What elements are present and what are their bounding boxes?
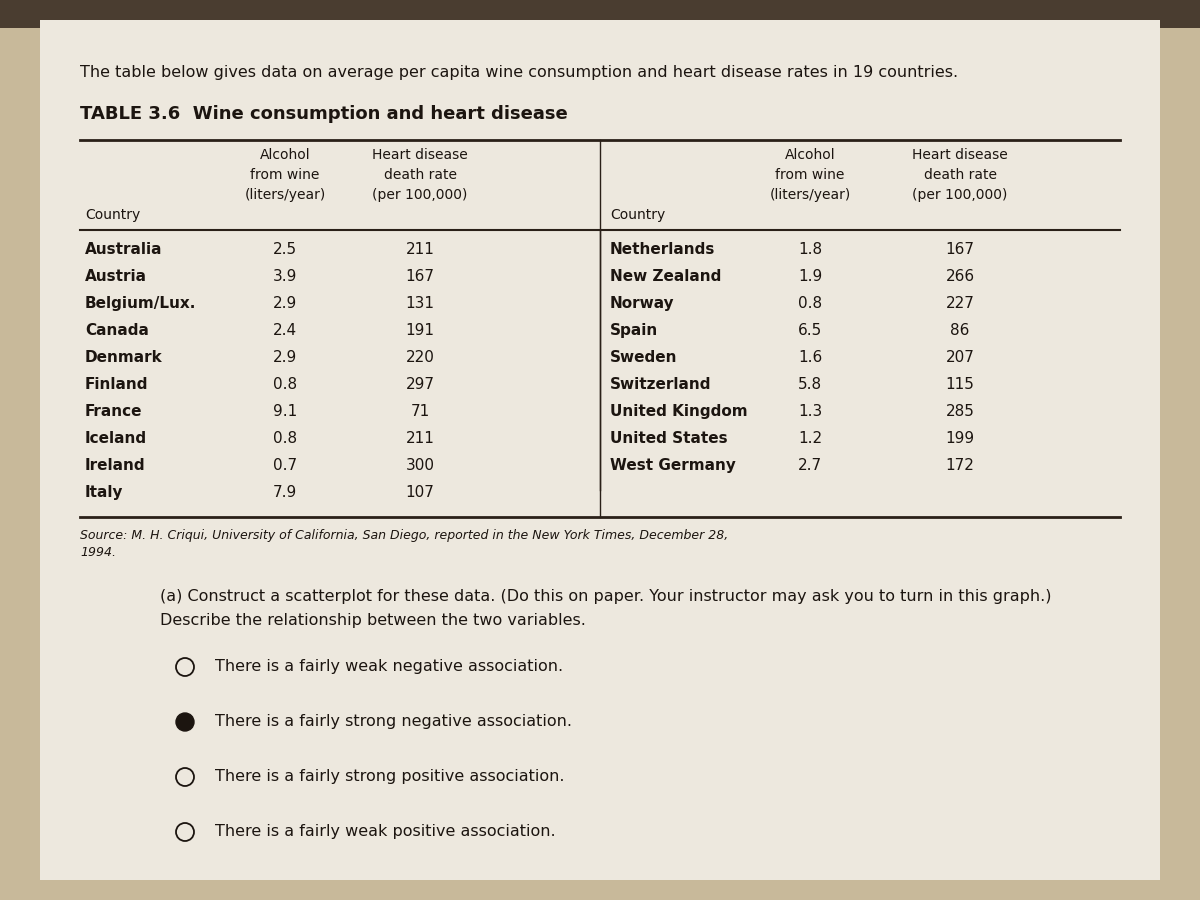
Text: 107: 107 [406, 485, 434, 500]
Text: TABLE 3.6  Wine consumption and heart disease: TABLE 3.6 Wine consumption and heart dis… [80, 105, 568, 123]
Text: Finland: Finland [85, 377, 149, 392]
Text: (liters/year): (liters/year) [245, 188, 325, 202]
Text: 2.4: 2.4 [272, 323, 298, 338]
Text: 300: 300 [406, 458, 434, 473]
Text: 0.7: 0.7 [272, 458, 298, 473]
Text: 6.5: 6.5 [798, 323, 822, 338]
Text: There is a fairly weak positive association.: There is a fairly weak positive associat… [215, 824, 556, 839]
Text: Denmark: Denmark [85, 350, 163, 365]
Text: Switzerland: Switzerland [610, 377, 712, 392]
Text: Australia: Australia [85, 242, 162, 257]
Text: France: France [85, 404, 143, 419]
Text: 167: 167 [946, 242, 974, 257]
Text: 0.8: 0.8 [272, 377, 298, 392]
Text: 211: 211 [406, 431, 434, 446]
Text: 71: 71 [410, 404, 430, 419]
Text: 115: 115 [946, 377, 974, 392]
Text: 285: 285 [946, 404, 974, 419]
Text: 167: 167 [406, 269, 434, 284]
Text: Alcohol: Alcohol [259, 148, 311, 162]
Text: 0.8: 0.8 [272, 431, 298, 446]
Text: Sweden: Sweden [610, 350, 678, 365]
Text: from wine: from wine [251, 168, 319, 182]
Text: 1.2: 1.2 [798, 431, 822, 446]
Text: 207: 207 [946, 350, 974, 365]
Text: Austria: Austria [85, 269, 148, 284]
Text: 5.8: 5.8 [798, 377, 822, 392]
Text: 1.8: 1.8 [798, 242, 822, 257]
Text: The table below gives data on average per capita wine consumption and heart dise: The table below gives data on average pe… [80, 65, 958, 80]
Text: West Germany: West Germany [610, 458, 736, 473]
Text: 220: 220 [406, 350, 434, 365]
Circle shape [176, 713, 194, 731]
Text: Alcohol: Alcohol [785, 148, 835, 162]
Text: Spain: Spain [610, 323, 659, 338]
Text: Heart disease: Heart disease [372, 148, 468, 162]
Text: New Zealand: New Zealand [610, 269, 721, 284]
Text: There is a fairly strong positive association.: There is a fairly strong positive associ… [215, 769, 564, 784]
Text: death rate: death rate [384, 168, 456, 182]
Text: 1.6: 1.6 [798, 350, 822, 365]
Text: Italy: Italy [85, 485, 124, 500]
Text: 172: 172 [946, 458, 974, 473]
Text: There is a fairly strong negative association.: There is a fairly strong negative associ… [215, 714, 572, 729]
Text: 2.7: 2.7 [798, 458, 822, 473]
Text: 131: 131 [406, 296, 434, 311]
Text: 1.3: 1.3 [798, 404, 822, 419]
Text: Describe the relationship between the two variables.: Describe the relationship between the tw… [160, 613, 586, 628]
Text: 211: 211 [406, 242, 434, 257]
Text: (liters/year): (liters/year) [769, 188, 851, 202]
Text: from wine: from wine [775, 168, 845, 182]
Text: 2.9: 2.9 [272, 350, 298, 365]
Text: There is a fairly weak negative association.: There is a fairly weak negative associat… [215, 659, 563, 674]
Text: (per 100,000): (per 100,000) [372, 188, 468, 202]
Text: 0.8: 0.8 [798, 296, 822, 311]
Text: 9.1: 9.1 [272, 404, 298, 419]
Text: Canada: Canada [85, 323, 149, 338]
Text: 297: 297 [406, 377, 434, 392]
Text: 2.9: 2.9 [272, 296, 298, 311]
Text: 3.9: 3.9 [272, 269, 298, 284]
Text: Country: Country [610, 208, 665, 222]
Bar [0, 0, 1200, 28]
Text: Source: M. H. Criqui, University of California, San Diego, reported in the New Y: Source: M. H. Criqui, University of Cali… [80, 529, 728, 542]
Text: 191: 191 [406, 323, 434, 338]
Text: 1.9: 1.9 [798, 269, 822, 284]
Text: Iceland: Iceland [85, 431, 148, 446]
Text: Norway: Norway [610, 296, 674, 311]
Text: Belgium/Lux.: Belgium/Lux. [85, 296, 197, 311]
Text: Heart disease: Heart disease [912, 148, 1008, 162]
Text: 7.9: 7.9 [272, 485, 298, 500]
Text: death rate: death rate [924, 168, 996, 182]
Text: Country: Country [85, 208, 140, 222]
Text: Ireland: Ireland [85, 458, 145, 473]
Text: 266: 266 [946, 269, 974, 284]
Text: United States: United States [610, 431, 727, 446]
Text: 1994.: 1994. [80, 546, 116, 559]
Text: 2.5: 2.5 [272, 242, 298, 257]
Text: (a) Construct a scatterplot for these data. (Do this on paper. Your instructor m: (a) Construct a scatterplot for these da… [160, 589, 1051, 604]
Text: 227: 227 [946, 296, 974, 311]
Text: 86: 86 [950, 323, 970, 338]
Text: United Kingdom: United Kingdom [610, 404, 748, 419]
Text: (per 100,000): (per 100,000) [912, 188, 1008, 202]
Text: Netherlands: Netherlands [610, 242, 715, 257]
Text: 199: 199 [946, 431, 974, 446]
